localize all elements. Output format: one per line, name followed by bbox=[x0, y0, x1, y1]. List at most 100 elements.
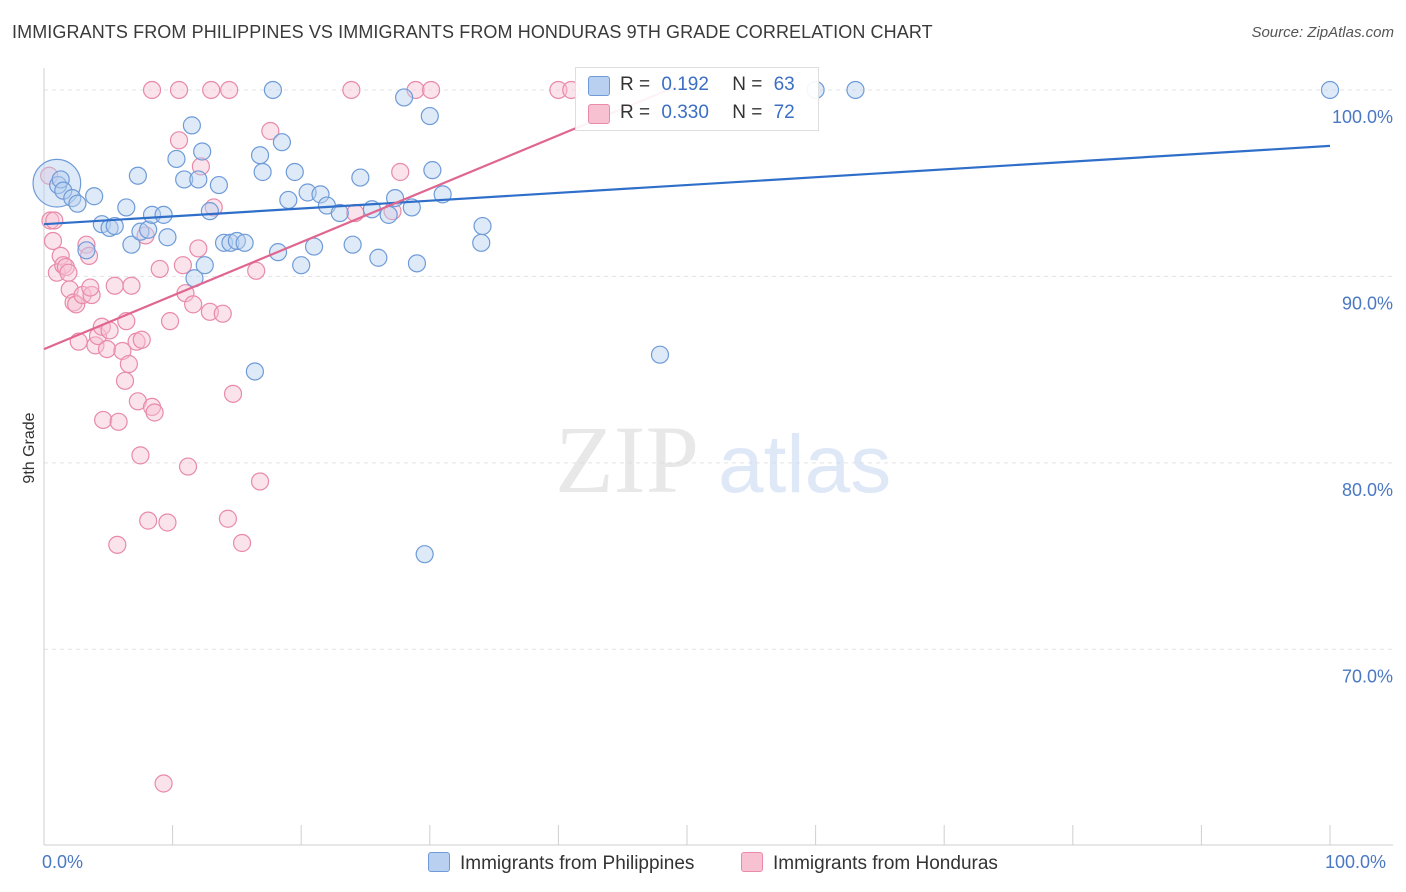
data-point bbox=[105, 216, 124, 236]
data-point bbox=[154, 205, 173, 224]
data-point bbox=[218, 509, 237, 528]
data-point bbox=[202, 80, 221, 100]
trend-line-philippines bbox=[43, 144, 1331, 226]
data-point bbox=[343, 235, 362, 254]
x-tick-min: 0.0% bbox=[42, 852, 84, 872]
data-point bbox=[109, 412, 128, 431]
n-label: N = bbox=[732, 102, 763, 123]
data-point bbox=[402, 198, 421, 217]
data-point bbox=[189, 239, 208, 258]
data-point bbox=[423, 161, 442, 180]
data-point bbox=[142, 80, 162, 100]
data-point bbox=[32, 158, 82, 208]
y-tick-label-80: 80.0% bbox=[1342, 480, 1393, 500]
data-point bbox=[263, 80, 283, 100]
watermark: ZIP atlas bbox=[555, 406, 891, 513]
data-point bbox=[253, 162, 272, 182]
data-point bbox=[139, 511, 158, 530]
data-point bbox=[223, 384, 243, 403]
data-point bbox=[94, 410, 113, 430]
data-point bbox=[261, 121, 280, 141]
data-point bbox=[235, 233, 254, 252]
data-point bbox=[169, 80, 189, 100]
r-value: 0.192 bbox=[661, 74, 709, 95]
r-value: 0.330 bbox=[661, 102, 709, 123]
data-point bbox=[200, 202, 219, 221]
data-point bbox=[330, 203, 349, 223]
r-label: R = bbox=[620, 102, 651, 123]
data-point bbox=[119, 354, 138, 374]
data-point bbox=[415, 545, 434, 564]
data-point bbox=[173, 256, 192, 275]
trend-line-honduras bbox=[43, 85, 678, 351]
data-point bbox=[369, 248, 388, 267]
data-point bbox=[220, 80, 239, 100]
watermark-zip: ZIP bbox=[555, 406, 699, 513]
data-point bbox=[175, 170, 194, 189]
y-tick-label-90: 90.0% bbox=[1342, 293, 1393, 313]
data-point bbox=[342, 80, 361, 100]
data-point bbox=[122, 276, 141, 295]
data-point bbox=[97, 340, 117, 359]
data-point bbox=[132, 330, 151, 349]
series-philippines-points bbox=[32, 80, 1340, 564]
data-point bbox=[473, 216, 492, 236]
data-point bbox=[182, 116, 201, 135]
data-point bbox=[77, 241, 96, 260]
data-point bbox=[51, 170, 70, 189]
data-point bbox=[43, 231, 63, 251]
legend-item-honduras: Immigrants from Honduras bbox=[741, 852, 998, 875]
data-point bbox=[221, 233, 240, 252]
data-point bbox=[45, 211, 64, 230]
n-label: N = bbox=[732, 74, 763, 95]
data-point bbox=[167, 149, 186, 169]
stats-legend: R = 0.192 N = 63 R = 0.330 N = 72 bbox=[575, 67, 819, 131]
data-point bbox=[1320, 80, 1340, 100]
data-point bbox=[250, 472, 270, 491]
y-tick-labels: 70.0% 80.0% 90.0% 100.0% bbox=[1332, 107, 1393, 686]
data-point bbox=[115, 371, 135, 390]
data-point bbox=[232, 533, 252, 553]
data-point bbox=[391, 162, 410, 182]
data-point bbox=[158, 228, 177, 247]
data-point bbox=[189, 170, 208, 189]
data-point bbox=[139, 220, 158, 239]
data-point bbox=[394, 88, 414, 107]
data-point bbox=[846, 80, 865, 100]
data-point bbox=[279, 190, 298, 210]
data-point bbox=[272, 133, 292, 152]
data-point bbox=[77, 235, 96, 254]
series-honduras-points bbox=[40, 80, 581, 793]
philippines-swatch bbox=[588, 76, 610, 96]
data-point bbox=[131, 446, 150, 465]
data-point bbox=[193, 142, 212, 161]
data-point bbox=[472, 233, 491, 252]
x-tick-max: 100.0% bbox=[1325, 852, 1387, 872]
legend-label-honduras: Immigrants from Honduras bbox=[773, 853, 998, 874]
source-label: Source: ZipAtlas.com bbox=[1251, 24, 1394, 41]
data-point bbox=[292, 256, 311, 275]
data-point bbox=[209, 175, 228, 195]
data-point bbox=[247, 261, 266, 280]
data-point bbox=[117, 198, 136, 217]
n-value: 72 bbox=[773, 102, 795, 123]
data-point bbox=[420, 106, 439, 126]
data-point bbox=[195, 256, 214, 275]
data-point bbox=[549, 80, 568, 100]
data-point bbox=[67, 295, 86, 314]
data-point bbox=[407, 254, 427, 273]
honduras-swatch bbox=[588, 104, 610, 124]
data-point bbox=[169, 131, 189, 150]
data-point bbox=[351, 168, 370, 187]
data-point bbox=[213, 304, 232, 323]
data-point bbox=[250, 146, 270, 165]
n-value: 63 bbox=[773, 74, 795, 95]
data-point bbox=[122, 235, 141, 254]
data-point bbox=[63, 188, 82, 208]
data-point bbox=[184, 295, 203, 314]
data-point bbox=[145, 403, 164, 422]
r-label: R = bbox=[620, 74, 651, 95]
legend-label-philippines: Immigrants from Philippines bbox=[460, 853, 695, 874]
y-tick-label-70: 70.0% bbox=[1342, 666, 1393, 686]
data-point bbox=[108, 535, 127, 554]
